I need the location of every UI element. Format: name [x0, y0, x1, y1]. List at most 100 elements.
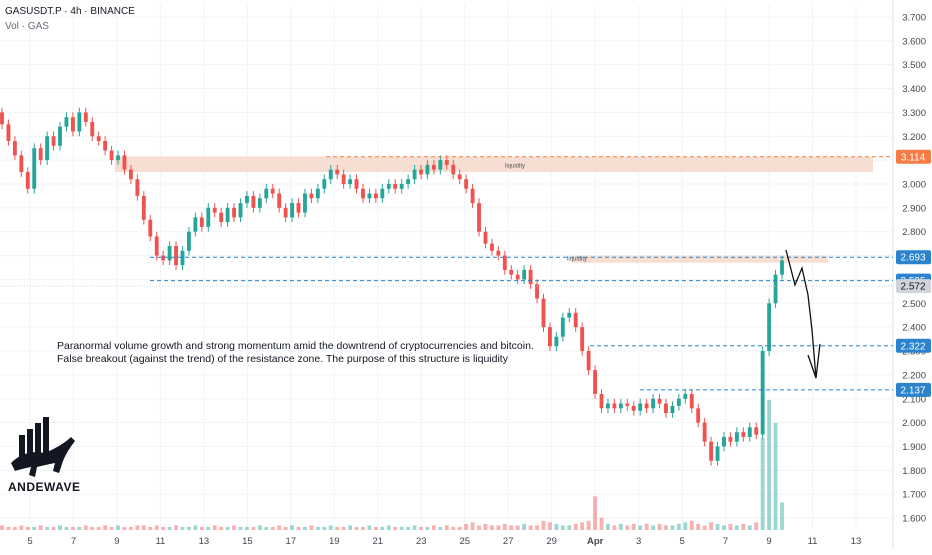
volume-bar	[70, 526, 75, 530]
candle-body	[322, 179, 327, 189]
candle-body	[593, 370, 597, 394]
candle-body	[354, 179, 359, 189]
candle-body	[477, 203, 481, 232]
candle-body	[651, 398, 656, 409]
candle-body	[406, 179, 411, 184]
candle-body	[464, 179, 469, 189]
candle-body	[670, 405, 675, 414]
volume-bar	[32, 526, 37, 530]
volume-bar	[251, 526, 256, 530]
resistance-zone	[115, 156, 873, 173]
volume-bar	[483, 523, 488, 530]
volume-bar	[128, 526, 133, 530]
price-label: 2.137	[900, 385, 925, 396]
candle-body	[496, 250, 501, 256]
volume-bar	[419, 526, 423, 530]
volume-bar	[767, 400, 772, 530]
projection-arrow-head	[807, 343, 821, 379]
candle-body	[219, 212, 224, 223]
y-tick-label: 3.000	[902, 179, 926, 190]
volume-bar	[747, 525, 752, 530]
candle-body	[631, 405, 636, 411]
volume-bar	[0, 525, 4, 530]
volume-bar	[644, 523, 649, 530]
volume-bar	[580, 522, 585, 530]
volume-bar	[515, 525, 520, 530]
volume-bar	[618, 523, 623, 530]
volume-bar	[509, 525, 514, 530]
volume-bar	[560, 525, 565, 530]
candle-body	[728, 436, 733, 442]
y-tick-label: 1.600	[902, 514, 926, 525]
candle-body	[509, 269, 514, 275]
volume-bar	[309, 525, 314, 530]
candle-body	[232, 207, 236, 218]
candle-body	[103, 141, 108, 151]
candle-body	[489, 243, 494, 251]
candle-body	[180, 250, 185, 266]
candle-body	[122, 155, 127, 170]
candle-body	[528, 269, 533, 285]
candle-body	[367, 193, 372, 199]
volume-bar	[187, 526, 191, 530]
volume-bar	[174, 525, 178, 530]
volume-bar	[373, 526, 378, 530]
volume-bar	[335, 526, 340, 530]
candle-body	[722, 436, 726, 447]
volume-bar	[167, 526, 172, 530]
volume-bar	[315, 526, 320, 530]
candle-body	[193, 217, 198, 232]
candle-body	[167, 246, 172, 261]
volume-bar	[586, 520, 591, 530]
candle-body	[174, 246, 178, 266]
volume-bar	[245, 526, 249, 530]
candle-body	[225, 207, 230, 223]
candle-body	[187, 231, 191, 251]
analysis-note: Paranormal volume growth and strong mome…	[57, 340, 534, 366]
candle-body	[470, 188, 475, 204]
volume-bar	[6, 526, 11, 530]
volume-bar	[290, 525, 295, 530]
candle-body	[32, 148, 37, 189]
candle-body	[116, 155, 120, 161]
candle-body	[277, 193, 282, 208]
candle-body	[348, 179, 353, 184]
candle-body	[51, 136, 56, 146]
candle-body	[386, 183, 391, 189]
x-tick-label: Apr	[587, 536, 604, 547]
y-tick-label: 2.500	[902, 299, 926, 310]
candle-body	[70, 117, 75, 132]
candle-body	[734, 432, 739, 442]
volume-bar	[116, 525, 120, 530]
candle-body	[199, 217, 204, 227]
candle-body	[96, 136, 101, 142]
y-tick-label: 1.800	[902, 466, 926, 477]
price-label-bg	[896, 279, 931, 294]
candle-body	[580, 327, 585, 352]
candle-body	[270, 188, 275, 194]
candle-body	[502, 255, 507, 270]
volume-bar	[528, 525, 533, 530]
y-tick-label: 3.600	[902, 36, 926, 47]
candle-body	[612, 403, 617, 409]
candle-body	[676, 398, 681, 406]
volume-bar	[154, 525, 159, 530]
y-tick-label: 1.700	[902, 490, 926, 501]
candle-body	[393, 183, 398, 189]
y-tick-label: 2.000	[902, 418, 926, 429]
x-tick-label: 7	[723, 536, 728, 547]
volume-bar	[45, 526, 50, 530]
volume-bar	[206, 526, 211, 530]
y-tick-label: 2.900	[902, 203, 926, 214]
volume-bar	[664, 525, 668, 530]
candle-body	[548, 327, 552, 347]
volume-bar	[193, 525, 198, 530]
price-label-bg	[896, 149, 931, 164]
volume-bar	[606, 523, 610, 530]
candle-body	[515, 274, 520, 280]
volume-bar	[25, 526, 30, 530]
y-tick-label: 2.400	[902, 323, 926, 334]
volume-bar	[12, 526, 17, 530]
